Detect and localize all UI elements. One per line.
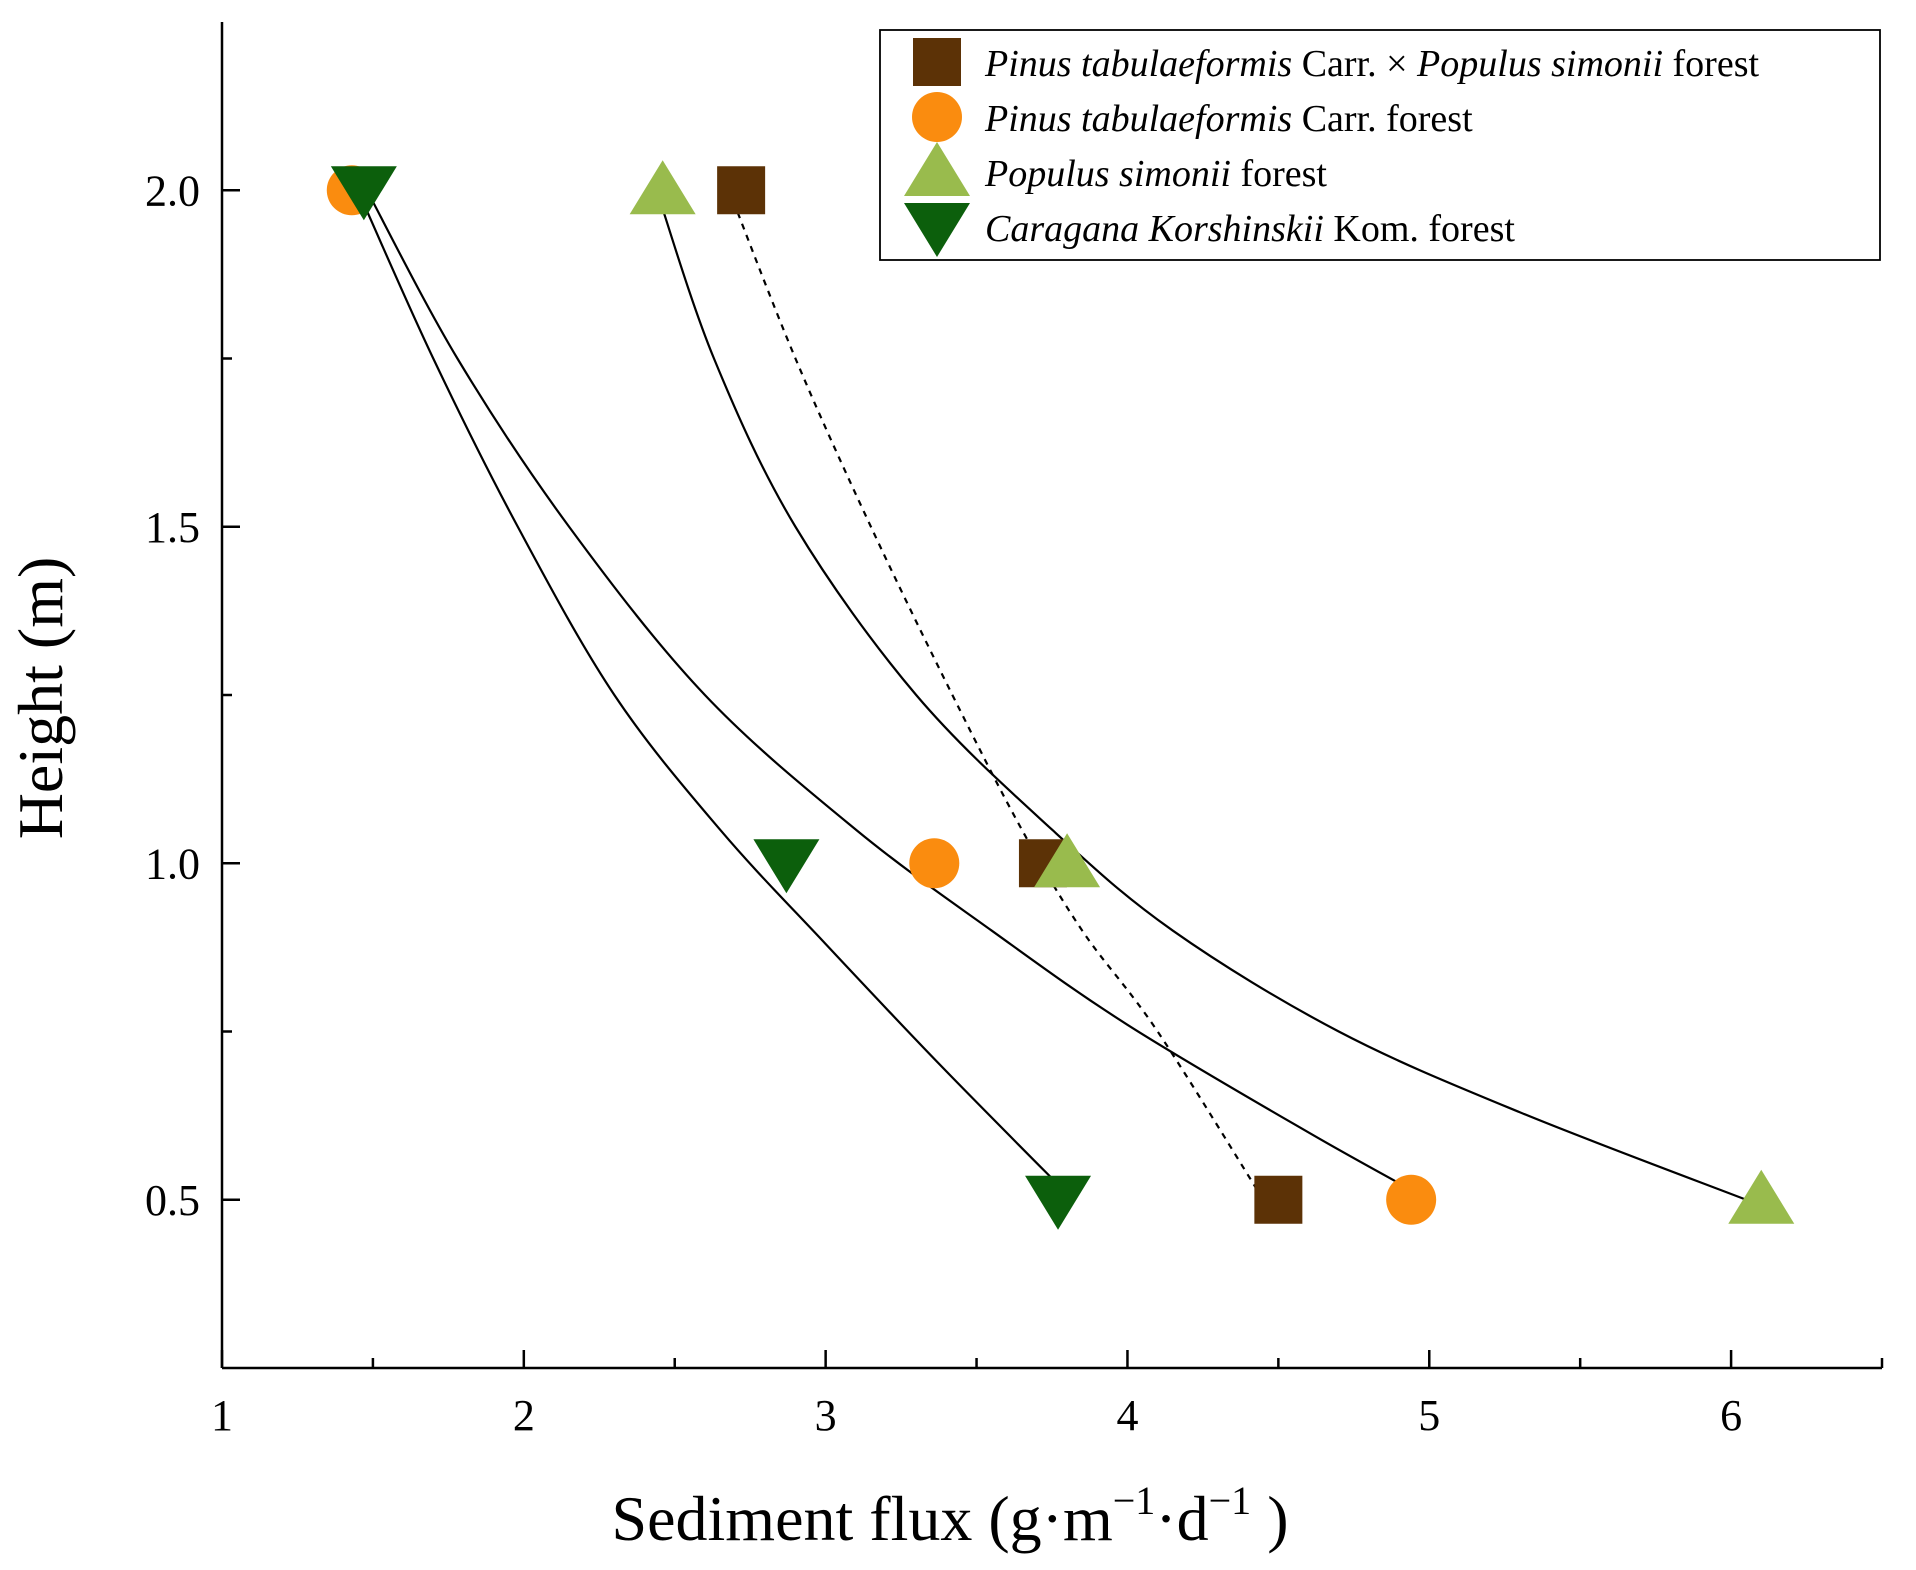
data-point-triangle-up xyxy=(629,160,696,215)
series-2 xyxy=(655,189,1747,1201)
x-axis-title-end: ) xyxy=(1251,1483,1288,1554)
series-layer xyxy=(326,160,1795,1230)
legend-label-part: Kom. forest xyxy=(1324,208,1515,250)
x-axis-title: Sediment flux (g·m−1·d−1 ) xyxy=(612,1478,1289,1554)
fit-curve-1 xyxy=(365,189,1430,1201)
x-axis-title-sup-1: −1 xyxy=(1113,1478,1156,1523)
series-1 xyxy=(365,189,1430,1201)
legend-marker-triangle-up xyxy=(904,142,970,196)
legend-marker-square xyxy=(913,38,961,86)
legend-marker-circle xyxy=(912,92,962,142)
legend-label: Pinus tabulaeformis Carr. forest xyxy=(984,98,1473,140)
legend-marker-triangle-down xyxy=(904,203,970,257)
legend-label-part: forest xyxy=(1231,153,1327,195)
x-tick-label: 2 xyxy=(513,1391,535,1440)
fit-curve-2 xyxy=(655,189,1747,1201)
x-tick-label: 6 xyxy=(1720,1391,1742,1440)
data-point-circle xyxy=(1386,1174,1437,1225)
fit-curve-3 xyxy=(356,189,1074,1201)
markers-3 xyxy=(330,166,1092,1230)
legend-label: Pinus tabulaeformis Carr. × Populus simo… xyxy=(984,43,1759,85)
data-point-triangle-down xyxy=(1025,1175,1092,1230)
legend-label: Caragana Korshinskii Kom. forest xyxy=(985,208,1515,250)
data-point-square xyxy=(717,166,766,215)
data-point-triangle-down xyxy=(330,166,397,221)
legend-label-part: Pinus tabulaeformis xyxy=(984,43,1292,85)
x-axis-title-sup-2: −1 xyxy=(1209,1478,1252,1523)
x-axis-title-main: Sediment flux (g·m xyxy=(612,1483,1113,1554)
y-tick-label: 0.5 xyxy=(145,1176,200,1225)
y-axis-title: Height (m) xyxy=(5,557,76,840)
legend-label-part: Caragana Korshinskii xyxy=(985,208,1324,250)
series-3 xyxy=(356,189,1074,1201)
x-tick-label: 5 xyxy=(1418,1391,1440,1440)
data-point-triangle-up xyxy=(1728,1169,1795,1224)
markers-2 xyxy=(629,160,1795,1224)
x-tick-label: 3 xyxy=(815,1391,837,1440)
fit-curve-0 xyxy=(728,189,1265,1201)
legend-label-part: Populus simonii xyxy=(1416,43,1663,85)
y-tick-label: 2.0 xyxy=(145,166,200,215)
legend: Pinus tabulaeformis Carr. × Populus simo… xyxy=(879,29,1881,261)
legend-label-part: Pinus tabulaeformis xyxy=(984,98,1292,140)
axes: 1 2 3 4 5 6 0.5 1.0 1.5 2.0 xyxy=(145,22,1884,1440)
y-tick-label: 1.0 xyxy=(145,839,200,888)
legend-label-part: forest xyxy=(1663,43,1759,85)
data-point-square xyxy=(1254,1175,1303,1224)
legend-label-part: Carr. forest xyxy=(1292,98,1473,140)
legend-label-part: Carr. × xyxy=(1292,43,1417,85)
x-tick-label: 1 xyxy=(211,1391,233,1440)
data-point-triangle-down xyxy=(753,839,820,894)
y-tick-label: 1.5 xyxy=(145,503,200,552)
legend-box xyxy=(879,29,1881,261)
x-axis-title-mid: ·d xyxy=(1155,1483,1208,1554)
markers-0 xyxy=(717,166,1303,1224)
data-point-circle xyxy=(909,838,960,889)
markers-1 xyxy=(326,165,1437,1225)
legend-label-part: Populus simonii xyxy=(984,153,1231,195)
legend-label: Populus simonii forest xyxy=(984,153,1327,195)
x-tick-label: 4 xyxy=(1116,1391,1138,1440)
series-0 xyxy=(728,189,1265,1201)
data-point-triangle-up xyxy=(1034,833,1101,888)
